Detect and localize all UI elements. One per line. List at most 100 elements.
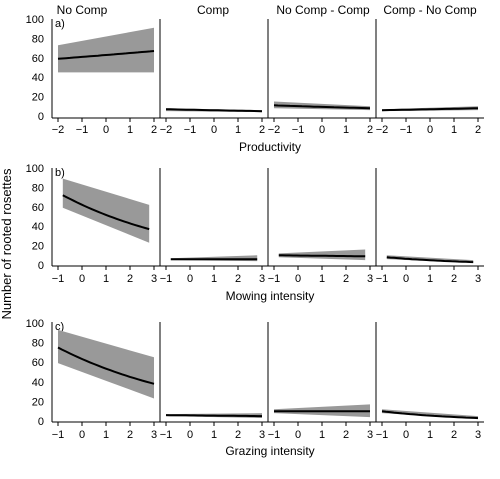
facet-title-no-comp: No Comp xyxy=(57,3,108,17)
panel-tag: b) xyxy=(55,167,65,179)
x-tick-label: 0 xyxy=(403,429,409,441)
y-tick-label: 20 xyxy=(32,241,44,253)
x-tick-label: 0 xyxy=(211,124,217,136)
x-tick-label: 2 xyxy=(451,273,457,285)
x-tick-label: 2 xyxy=(127,273,133,285)
x-tick-label: 1 xyxy=(319,273,325,285)
x-tick-label: 1 xyxy=(451,124,457,136)
y-tick-label: 40 xyxy=(32,72,44,84)
y-tick-label: 80 xyxy=(32,182,44,194)
x-tick-label: 0 xyxy=(187,273,193,285)
panel-comp-no-comp: −1 0 1 2 3 xyxy=(376,255,481,285)
x-tick-label: −1 xyxy=(160,429,173,441)
panel-comp: −1 0 1 2 3 xyxy=(160,413,265,441)
x-tick-label: 1 xyxy=(103,273,109,285)
fit-line xyxy=(165,108,263,113)
x-tick-label: 2 xyxy=(235,429,241,441)
y-tick-label: 60 xyxy=(32,202,44,214)
x-tick-label: 3 xyxy=(259,273,265,285)
x-axis-title: Mowing intensity xyxy=(226,289,315,303)
x-tick-label: 0 xyxy=(295,429,301,441)
y-tick-label: 60 xyxy=(32,357,44,369)
y-tick-label: 100 xyxy=(26,14,44,26)
x-tick-label: 0 xyxy=(319,124,325,136)
fit-line xyxy=(57,50,155,60)
panel-comp-no-comp: −2 −1 0 1 2 xyxy=(376,106,481,136)
x-tick-label: −1 xyxy=(400,124,413,136)
x-tick-label: 1 xyxy=(211,273,217,285)
y-axis-title: Number of rooted rosettes xyxy=(0,168,14,320)
panel-tag: c) xyxy=(55,321,64,333)
panel-comp: −1 0 1 2 3 xyxy=(160,255,265,285)
x-tick-label: 2 xyxy=(127,429,133,441)
x-tick-label: 2 xyxy=(235,273,241,285)
panel-tag: a) xyxy=(55,18,65,30)
y-tick-label: 100 xyxy=(26,318,44,330)
x-tick-label: 1 xyxy=(319,429,325,441)
fit-line xyxy=(381,107,479,112)
x-tick-label: 1 xyxy=(427,273,433,285)
x-tick-label: 2 xyxy=(259,124,265,136)
x-tick-label: 1 xyxy=(235,124,241,136)
x-tick-label: 1 xyxy=(103,429,109,441)
x-tick-label: 2 xyxy=(343,273,349,285)
y-tick-label: 40 xyxy=(32,221,44,233)
x-tick-label: 3 xyxy=(475,273,481,285)
x-tick-label: 2 xyxy=(367,124,373,136)
x-tick-label: −1 xyxy=(268,429,281,441)
x-tick-label: −1 xyxy=(292,124,305,136)
x-tick-label: 3 xyxy=(367,429,373,441)
x-tick-label: −1 xyxy=(52,429,65,441)
facet-title-no-comp-comp: No Comp - Comp xyxy=(276,3,370,17)
x-tick-label: 2 xyxy=(475,124,481,136)
y-tick-label: 40 xyxy=(32,377,44,389)
panel-comp: −2 −1 0 1 2 xyxy=(160,108,265,136)
confidence-band xyxy=(58,329,154,399)
panel-no-comp: −1 0 1 2 3 xyxy=(52,178,157,285)
fit-line xyxy=(381,410,479,420)
y-tick-label: 100 xyxy=(26,163,44,175)
facet-title-comp: Comp xyxy=(197,3,229,17)
y-tick-label: 0 xyxy=(38,111,44,123)
panel-no-comp-comp: −1 0 1 2 3 xyxy=(268,404,373,441)
x-tick-label: 3 xyxy=(151,429,157,441)
fit-line xyxy=(165,414,262,418)
y-tick-label: 0 xyxy=(38,260,44,272)
x-tick-label: −1 xyxy=(160,273,173,285)
fit-line xyxy=(273,104,371,110)
panel-no-comp-comp: −2 −1 0 1 2 xyxy=(268,101,373,136)
fit-line xyxy=(57,346,155,385)
confidence-band xyxy=(58,27,154,73)
x-axis-title: Grazing intensity xyxy=(225,444,314,458)
x-tick-label: −1 xyxy=(52,273,65,285)
y-tick-label: 80 xyxy=(32,338,44,350)
confidence-band xyxy=(62,178,150,243)
x-tick-label: −1 xyxy=(184,124,197,136)
x-tick-label: 3 xyxy=(475,429,481,441)
y-tick-label: 20 xyxy=(32,92,44,104)
x-tick-label: 0 xyxy=(403,273,409,285)
x-tick-label: 3 xyxy=(151,273,157,285)
panel-comp-no-comp: −1 0 1 2 3 xyxy=(376,409,481,441)
x-tick-label: 2 xyxy=(151,124,157,136)
x-tick-label: −1 xyxy=(376,429,389,441)
x-tick-label: 2 xyxy=(343,429,349,441)
x-tick-label: 3 xyxy=(367,273,373,285)
fit-line xyxy=(278,254,366,258)
x-tick-label: 2 xyxy=(451,429,457,441)
y-tick-label: 60 xyxy=(32,53,44,65)
y-tick-label: 80 xyxy=(32,33,44,45)
x-tick-label: 3 xyxy=(259,429,265,441)
facet-title-comp-no-comp: Comp - No Comp xyxy=(383,3,477,17)
x-tick-label: 1 xyxy=(343,124,349,136)
fit-line xyxy=(386,256,474,264)
x-tick-label: −2 xyxy=(160,124,173,136)
facet-titles: No Comp Comp No Comp - Comp Comp - No Comp xyxy=(57,3,477,17)
x-tick-label: −1 xyxy=(376,273,389,285)
panel-no-comp: −2 −1 0 1 2 xyxy=(52,27,157,136)
